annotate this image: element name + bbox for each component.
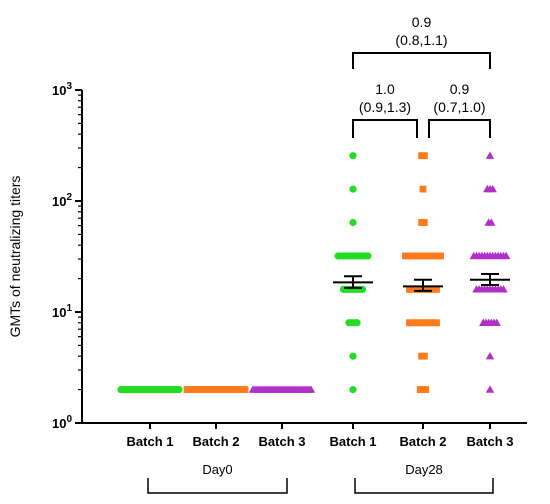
- group-bracket-0: [147, 478, 288, 494]
- point-circle: [353, 319, 361, 327]
- group-label-1: Day28: [405, 462, 443, 477]
- point-triangle: [488, 184, 497, 193]
- data-points: [117, 151, 511, 394]
- comparison-bracket-2: [352, 52, 491, 69]
- y-tick-label-1: 101: [52, 303, 72, 320]
- comparison-brackets: 1.0 (0.9,1.3) 0.9 (0.7,1.0) 0.9 (0.8,1.1): [352, 14, 491, 138]
- y-tick-base: 10: [52, 305, 66, 320]
- x-tick-label-0: Batch 1: [127, 434, 174, 449]
- point-circle: [349, 185, 357, 193]
- comparison-ci-0: (0.9,1.3): [359, 99, 411, 115]
- point-square: [420, 352, 428, 360]
- x-tick-label-5: Batch 3: [467, 434, 514, 449]
- point-circle: [358, 285, 367, 293]
- comparison-ci-2: (0.8,1.1): [395, 32, 447, 48]
- point-circle: [349, 152, 357, 160]
- y-tick-exponent: 3: [66, 81, 72, 92]
- y-tick-exponent: 1: [66, 303, 72, 314]
- point-triangle: [492, 318, 501, 326]
- point-circle: [349, 385, 357, 394]
- comparison-ratio-1: 0.9: [450, 81, 470, 97]
- y-tick-label-2: 102: [52, 192, 72, 209]
- point-square: [437, 252, 444, 260]
- x-tick-label-3: Batch 1: [330, 434, 377, 449]
- point-circle: [175, 385, 183, 394]
- gmt-bars: [333, 272, 510, 292]
- y-tick-base: 10: [52, 83, 66, 98]
- y-axis-label: GMTs of neutralizing titers: [7, 176, 23, 338]
- point-square: [420, 219, 428, 226]
- x-tick-label-1: Batch 2: [193, 434, 240, 449]
- y-tick-base: 10: [52, 416, 66, 431]
- y-tick-label-0: 100: [52, 414, 72, 431]
- comparison-ratio-0: 1.0: [375, 81, 395, 97]
- y-tick-base: 10: [52, 194, 66, 209]
- y-tick-exponent: 2: [66, 192, 72, 203]
- point-square: [420, 152, 428, 160]
- comparison-bracket-1: [428, 119, 491, 138]
- point-triangle: [485, 385, 495, 393]
- point-circle: [349, 218, 357, 227]
- x-tick-label-4: Batch 2: [400, 434, 447, 449]
- point-circle: [349, 352, 357, 360]
- point-triangle: [485, 351, 495, 360]
- point-circle: [364, 252, 372, 260]
- point-triangle: [485, 151, 495, 159]
- point-square: [433, 319, 440, 327]
- point-square: [241, 386, 249, 393]
- point-square: [433, 285, 440, 293]
- y-tick-exponent: 0: [66, 414, 72, 425]
- point-square: [422, 386, 430, 393]
- group-label-0: Day0: [202, 462, 232, 477]
- point-square: [419, 185, 427, 193]
- y-tick-label-3: 103: [52, 81, 72, 98]
- point-triangle: [306, 385, 316, 393]
- group-brackets: Day0 Day28: [147, 462, 494, 494]
- point-triangle: [502, 251, 511, 260]
- group-bracket-1: [354, 478, 494, 494]
- comparison-bracket-0: [352, 119, 418, 138]
- point-triangle: [499, 285, 508, 293]
- comparison-ratio-2: 0.9: [412, 14, 432, 30]
- x-tick-label-2: Batch 3: [259, 434, 306, 449]
- comparison-ci-1: (0.7,1.0): [433, 99, 485, 115]
- point-triangle: [487, 218, 496, 226]
